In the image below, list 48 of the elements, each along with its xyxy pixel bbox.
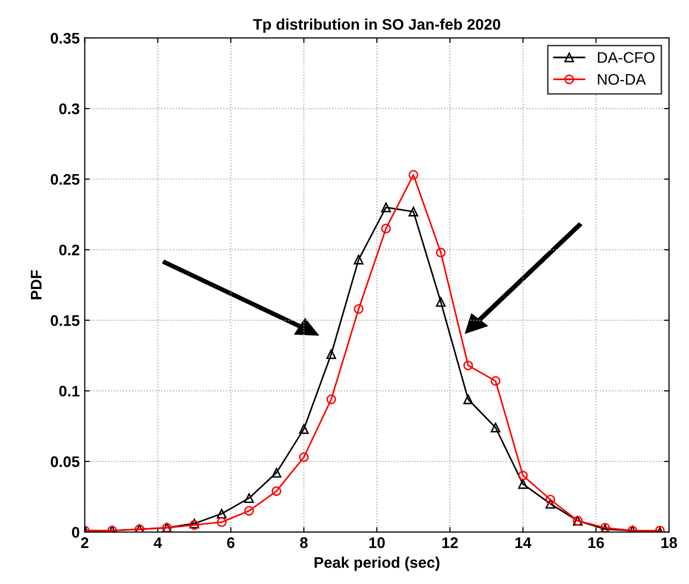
- x-tick-label: 14: [515, 537, 532, 548]
- point: [436, 297, 446, 307]
- point: [216, 508, 227, 519]
- y-tick-label: 0.3: [59, 103, 80, 114]
- y-tick-label: 0.05: [50, 456, 80, 468]
- legend-label: NO-DA: [598, 74, 646, 85]
- x-tick-label: 18: [661, 537, 678, 548]
- point: [298, 452, 309, 462]
- point: [545, 494, 556, 504]
- chart-title: Tp distribution in SO Jan-feb 2020: [253, 18, 500, 33]
- point: [436, 248, 446, 258]
- y-tick-label: 0.25: [50, 174, 80, 185]
- point: [463, 394, 474, 404]
- point: [298, 424, 309, 434]
- point: [545, 498, 556, 509]
- point: [244, 506, 254, 516]
- point: [408, 206, 418, 216]
- x-tick-label: 16: [588, 537, 604, 548]
- x-axis-title: Peak period (sec): [314, 556, 440, 571]
- x-tick-label: 2: [81, 537, 88, 548]
- point: [244, 493, 254, 504]
- x-tick-label: 10: [369, 537, 385, 548]
- x-tick-label: 4: [154, 537, 162, 548]
- point: [518, 470, 528, 480]
- point: [408, 170, 418, 180]
- point: [463, 360, 474, 370]
- point: [272, 486, 282, 496]
- y-tick-label: 0.35: [50, 32, 80, 44]
- point: [381, 202, 391, 212]
- y-tick-label: 0.15: [50, 315, 80, 326]
- point: [326, 394, 336, 404]
- y-axis-title: PDF: [30, 270, 42, 300]
- y-tick-label: 0.1: [59, 386, 80, 397]
- point: [490, 376, 500, 386]
- y-tick-label: 0.2: [59, 244, 80, 256]
- point: [490, 422, 500, 432]
- point: [272, 468, 282, 478]
- x-tick-label: 12: [442, 537, 458, 548]
- x-tick-label: 6: [227, 537, 235, 548]
- point: [381, 224, 391, 234]
- y-tick-label: 0: [72, 526, 80, 538]
- point: [326, 349, 336, 360]
- point: [518, 479, 528, 489]
- x-tick-label: 8: [300, 537, 308, 548]
- point: [354, 304, 364, 314]
- point: [216, 517, 227, 528]
- point: [354, 254, 364, 264]
- legend-label: DA-CFO: [598, 52, 655, 63]
